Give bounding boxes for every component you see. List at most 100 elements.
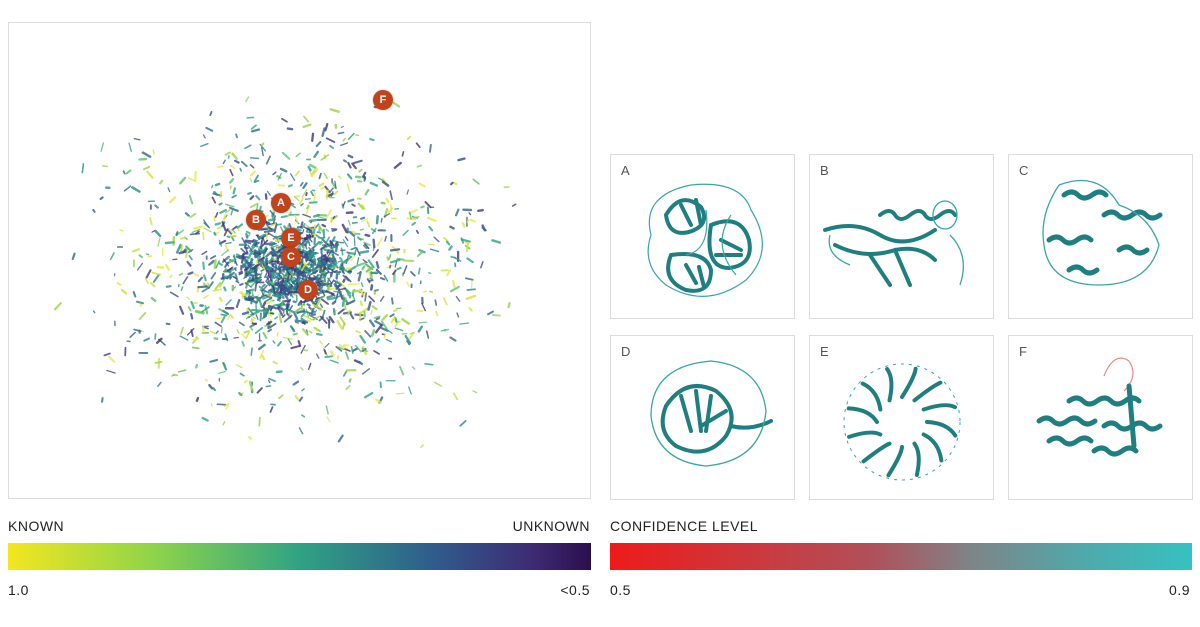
scatter-point — [422, 290, 428, 294]
scatter-point — [207, 281, 214, 289]
scatter-point — [171, 374, 175, 377]
scatter-point — [145, 253, 150, 256]
scatter-point — [265, 276, 271, 284]
scatter-point — [131, 186, 141, 193]
map-marker-e[interactable]: E — [281, 228, 301, 248]
scatter-point — [371, 305, 378, 311]
structure-tile-c[interactable]: C — [1008, 154, 1193, 319]
scatter-point — [445, 240, 451, 246]
scatter-point — [214, 212, 219, 218]
scatter-point — [386, 256, 390, 261]
scatter-point — [165, 322, 171, 326]
structure-tile-f[interactable]: F — [1008, 335, 1193, 500]
map-marker-c[interactable]: C — [281, 247, 301, 267]
scatter-point — [346, 183, 351, 193]
scatter-point — [338, 256, 343, 261]
scatter-point — [317, 242, 322, 245]
scatter-point — [297, 242, 307, 247]
scatter-point — [250, 124, 257, 130]
scatter-point — [201, 250, 208, 256]
scatter-point — [363, 241, 371, 246]
scatter-point — [351, 203, 356, 207]
scatter-point — [152, 149, 155, 155]
scatter-point — [450, 285, 460, 293]
structure-tile-e[interactable]: E — [809, 335, 994, 500]
scatter-point — [317, 216, 327, 220]
scatter-point — [230, 208, 234, 216]
scatter-point — [351, 162, 357, 170]
scatter-point — [219, 282, 223, 288]
structure-tile-b[interactable]: B — [809, 154, 994, 319]
scatter-point — [202, 324, 205, 334]
scatter-point — [409, 332, 414, 335]
scatter-point — [193, 225, 204, 230]
scatter-point — [415, 142, 421, 149]
scatter-point — [427, 216, 437, 223]
scatter-point — [311, 250, 317, 255]
scatter-point — [305, 238, 312, 244]
scatter-point — [394, 260, 398, 268]
scatter-point — [300, 317, 309, 324]
scatter-point — [384, 235, 387, 242]
scatter-point — [511, 203, 517, 207]
scatter-point — [418, 182, 426, 188]
scatter-point — [261, 283, 266, 288]
scatter-point — [269, 312, 275, 315]
map-marker-a[interactable]: A — [271, 193, 291, 213]
scatter-point — [229, 185, 232, 190]
scatter-point — [222, 214, 227, 222]
scatter-point — [272, 271, 278, 275]
scatter-point — [238, 270, 243, 275]
map-marker-b[interactable]: B — [246, 210, 266, 230]
scatter-point — [334, 180, 337, 190]
scatter-point — [351, 347, 359, 352]
scatter-point — [391, 297, 394, 305]
scatter-point — [416, 164, 423, 168]
scatter-point — [375, 316, 381, 321]
scatter-point — [429, 143, 432, 153]
scatter-point — [299, 197, 304, 205]
known-unknown-colorbar — [8, 543, 591, 570]
scatter-point — [211, 196, 217, 204]
scatter-point — [429, 248, 440, 253]
scatter-point — [336, 320, 344, 330]
scatter-point — [169, 291, 179, 298]
scatter-point — [345, 351, 350, 360]
structure-tile-d[interactable]: D — [610, 335, 795, 500]
scatter-point — [301, 299, 312, 304]
scatter-point — [347, 309, 352, 316]
scatter-point — [300, 366, 304, 371]
scatter-point — [389, 258, 401, 264]
scatter-point — [208, 383, 214, 390]
scatter-point — [460, 237, 465, 244]
beta-blade — [925, 420, 958, 438]
scatter-point — [318, 172, 322, 180]
scatter-point — [304, 198, 311, 200]
scatter-point — [261, 354, 266, 360]
scatter-point — [285, 268, 291, 276]
scatter-point — [353, 247, 358, 256]
scatter-point — [269, 322, 277, 328]
scatter-point — [192, 337, 200, 342]
map-marker-f[interactable]: F — [373, 90, 393, 110]
scatter-point — [289, 284, 297, 292]
scatter-point — [374, 289, 379, 292]
structure-embedding-map[interactable]: F A B E C D — [8, 22, 591, 499]
scatter-point — [129, 331, 136, 339]
scatter-point — [325, 405, 329, 415]
map-marker-d[interactable]: D — [298, 280, 318, 300]
scatter-point — [466, 257, 474, 264]
scatter-point — [375, 261, 380, 269]
scatter-point — [364, 243, 370, 250]
scatter-point — [265, 155, 271, 165]
scatter-point — [314, 299, 321, 308]
scatter-point — [149, 217, 153, 226]
scatter-point — [186, 260, 192, 267]
scatter-point — [261, 147, 264, 157]
scatter-point — [178, 272, 184, 276]
scatter-point — [189, 212, 197, 219]
scatter-point — [266, 259, 272, 264]
scatter-point — [425, 330, 430, 339]
scatter-point — [342, 137, 347, 142]
structure-tile-a[interactable]: A — [610, 154, 795, 319]
